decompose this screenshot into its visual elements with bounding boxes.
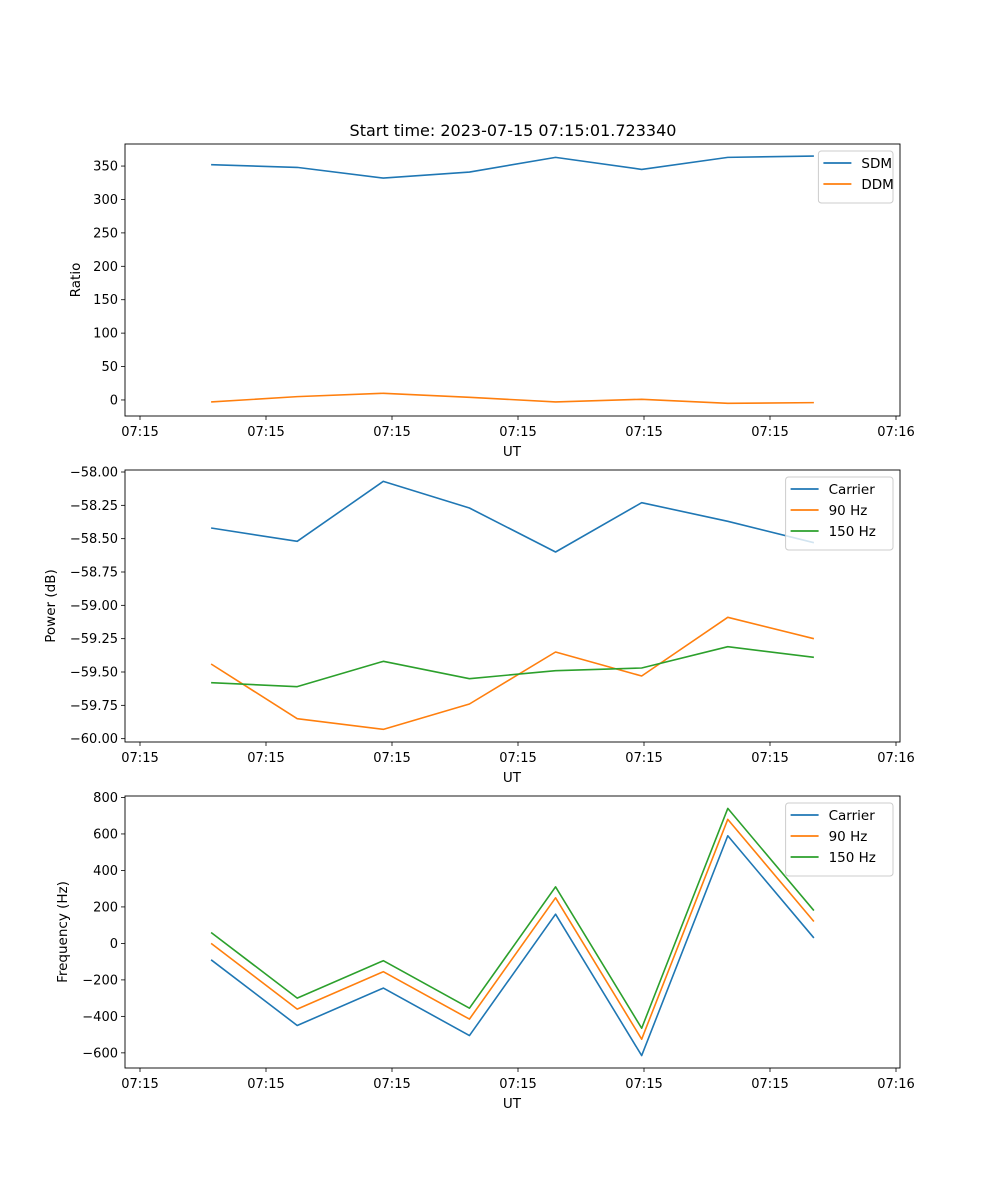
- y-tick-label: −60.00: [70, 732, 118, 747]
- x-tick-label: 07:15: [751, 751, 788, 766]
- x-tick-label: 07:15: [751, 425, 788, 440]
- y-axis-label: Frequency (Hz): [55, 881, 71, 983]
- legend-label: DDM: [861, 177, 893, 193]
- series-line-150-hz: [211, 645, 814, 688]
- legend-label: 90 Hz: [829, 503, 868, 519]
- ratio-panel: Start time: 2023-07-15 07:15:01.723340 0…: [68, 121, 915, 460]
- x-tick-label: 07:15: [499, 425, 536, 440]
- y-tick-label: 300: [93, 193, 118, 208]
- x-tick-label: 07:15: [373, 1077, 410, 1092]
- series-line-150-hz: [210, 807, 815, 1030]
- x-tick-label: 07:15: [121, 1077, 158, 1092]
- y-tick-label: 0: [110, 393, 118, 408]
- x-tick-label: 07:15: [247, 425, 284, 440]
- y-tick-label: −58.50: [70, 532, 118, 547]
- y-tick-label: −59.75: [70, 699, 118, 714]
- x-tick-label: 07:15: [247, 1077, 284, 1092]
- series-line-carrier: [210, 834, 815, 1057]
- y-tick-label: 150: [93, 293, 118, 308]
- y-tick-label: −59.00: [70, 599, 118, 614]
- y-axis-label: Power (dB): [43, 569, 59, 642]
- y-tick-label: 800: [93, 791, 118, 806]
- x-tick-label: 07:15: [373, 751, 410, 766]
- series-line-90-hz: [210, 616, 815, 731]
- y-tick-label: −400: [82, 1010, 118, 1025]
- x-axis-label: UT: [503, 770, 522, 786]
- y-tick-label: 600: [93, 827, 118, 842]
- legend-label: Carrier: [829, 482, 876, 498]
- x-axis-label: UT: [503, 444, 522, 460]
- x-tick-label: 07:15: [247, 751, 284, 766]
- x-tick-label: 07:15: [625, 1077, 662, 1092]
- x-tick-label: 07:15: [121, 425, 158, 440]
- x-tick-label: 07:15: [499, 1077, 536, 1092]
- x-tick-label: 07:16: [877, 751, 914, 766]
- y-axis-label: Ratio: [68, 263, 84, 298]
- y-tick-label: 200: [93, 260, 118, 275]
- y-tick-label: −59.50: [70, 666, 118, 681]
- series-line-ddm: [211, 392, 814, 405]
- y-tick-label: −58.25: [70, 499, 118, 514]
- legend: SDM DDM: [817, 150, 894, 204]
- x-tick-label: 07:15: [373, 425, 410, 440]
- legend-label: 150 Hz: [829, 524, 876, 540]
- legend-label: 90 Hz: [829, 829, 868, 845]
- x-tick-label: 07:15: [625, 425, 662, 440]
- x-tick-label: 07:16: [877, 1077, 914, 1092]
- legend-label: Carrier: [829, 808, 876, 824]
- series-line-90-hz: [210, 818, 815, 1040]
- x-tick-label: 07:16: [877, 425, 914, 440]
- y-tick-label: 50: [101, 360, 118, 375]
- y-tick-label: −59.25: [70, 632, 118, 647]
- axes-frame: [124, 795, 901, 1069]
- x-tick-label: 07:15: [499, 751, 536, 766]
- y-tick-label: −200: [82, 973, 118, 988]
- y-tick-label: 200: [93, 900, 118, 915]
- y-tick-label: −58.00: [70, 466, 118, 481]
- power-panel: 07:15 07:15 07:15 07:15 07:15 07:15 07:16 −60.0…: [43, 466, 915, 787]
- y-tick-label: −58.75: [70, 566, 118, 581]
- legend: Carrier 90 Hz 150 Hz: [785, 476, 894, 551]
- series-line-sdm: [211, 155, 814, 179]
- legend: Carrier 90 Hz 150 Hz: [785, 802, 894, 877]
- legend-label: SDM: [861, 156, 892, 172]
- y-tick-label: 250: [93, 226, 118, 241]
- legend-label: 150 Hz: [829, 850, 876, 866]
- axes-frame: [124, 469, 901, 743]
- y-tick-label: 350: [93, 160, 118, 175]
- y-tick-label: 100: [93, 327, 118, 342]
- x-tick-label: 07:15: [121, 751, 158, 766]
- series-line-carrier: [210, 480, 815, 553]
- y-tick-label: 400: [93, 864, 118, 879]
- chart-title: Start time: 2023-07-15 07:15:01.723340: [350, 121, 677, 140]
- x-tick-label: 07:15: [625, 751, 662, 766]
- frequency-panel: 07:15 07:15 07:15 07:15 07:15 07:15 07:16 −600 −…: [55, 791, 915, 1112]
- legend-box: [817, 150, 894, 204]
- y-tick-label: 0: [110, 937, 118, 952]
- axes-frame: [124, 143, 901, 417]
- x-axis-label: UT: [503, 1096, 522, 1112]
- x-tick-label: 07:15: [751, 1077, 788, 1092]
- y-tick-label: −600: [82, 1046, 118, 1061]
